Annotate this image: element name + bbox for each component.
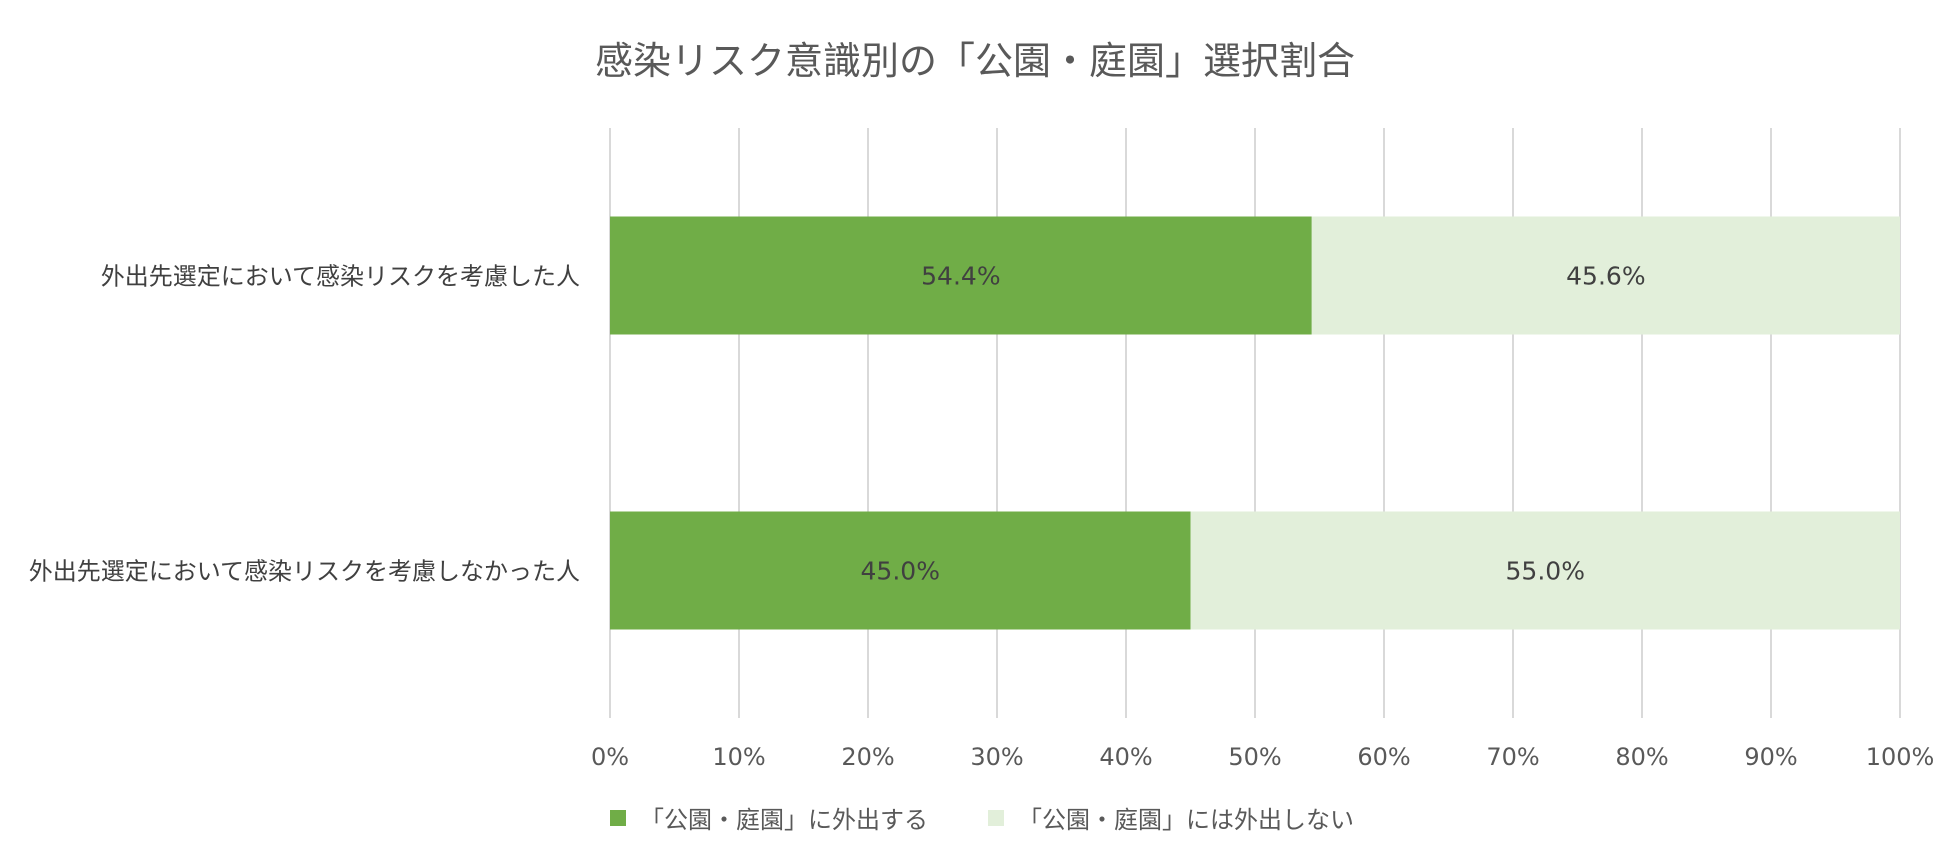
x-tick-label: 90% (1744, 743, 1797, 771)
data-label: 54.4% (921, 262, 1000, 291)
x-tick-label: 10% (712, 743, 765, 771)
chart-title: 感染リスク意識別の「公園・庭園」選択割合 (594, 39, 1355, 83)
data-label: 55.0% (1506, 557, 1585, 586)
x-tick-label: 70% (1486, 743, 1539, 771)
data-label: 45.0% (861, 557, 940, 586)
bar-segment (1190, 511, 1900, 630)
x-tick-label: 60% (1357, 743, 1410, 771)
y-category-label: 外出先選定において感染リスクを考慮しなかった人 (29, 558, 580, 586)
x-tick-label: 40% (1099, 743, 1152, 771)
x-tick-label: 30% (970, 743, 1023, 771)
legend-item: 「公園・庭園」には外出しない (988, 800, 1354, 835)
legend-label: 「公園・庭園」に外出する (640, 806, 928, 834)
legend-label: 「公園・庭園」には外出しない (1018, 806, 1354, 834)
x-tick-label: 80% (1615, 743, 1668, 771)
x-tick-label: 100% (1866, 743, 1935, 771)
legend-swatch (988, 809, 1004, 826)
x-tick-label: 0% (591, 743, 629, 771)
legend-item: 「公園・庭園」に外出する (610, 800, 928, 835)
y-category-label: 外出先選定において感染リスクを考慮した人 (101, 263, 580, 291)
legend-swatch (610, 809, 626, 826)
data-label: 45.6% (1566, 262, 1645, 291)
x-tick-label: 50% (1228, 743, 1281, 771)
legend: 「公園・庭園」に外出する 「公園・庭園」には外出しない (0, 800, 1950, 834)
bar-segment (610, 216, 1312, 335)
bar-segment (610, 511, 1191, 630)
bar-segment (1311, 216, 1900, 335)
x-tick-label: 20% (841, 743, 894, 771)
